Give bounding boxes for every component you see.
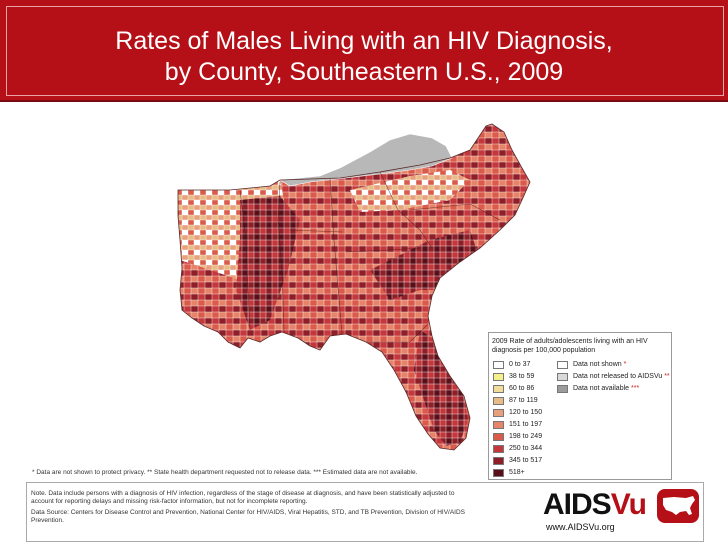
legend-label: Data not available [573,385,630,392]
legend-swatch [493,421,504,429]
legend-swatch [557,373,568,381]
brand-name-part-2: Vu [610,488,647,521]
legend-swatch [493,397,504,405]
legend-title: 2009 Rate of adults/adolescents living w… [492,337,668,355]
legend-swatch [493,385,504,393]
legend-swatch [493,433,504,441]
legend-marker: *** [631,385,640,392]
legend-swatch [493,445,504,453]
legend-marker: ** [664,373,670,380]
page-title-line-1: Rates of Males Living with an HIV Diagno… [115,27,613,55]
aidsvu-wordmark: AIDSVu [543,488,647,521]
counties-appalachian-region [350,170,470,212]
us-map-logo-icon [657,489,699,523]
asterisk-footnote: * Data are not shown to protect privacy.… [32,469,418,476]
title-banner [0,0,728,102]
legend-swatch [493,361,504,369]
note-line-2: account for reporting delays and missing… [31,498,308,505]
counties-delta-region [236,196,300,330]
legend-swatch [557,361,568,369]
legend-label: 518+ [509,469,525,476]
legend-swatch [557,385,568,393]
kentucky-not-released-region [279,133,453,187]
counties-florida-region [414,330,468,446]
legend-label: 38 to 59 [509,373,535,380]
legend-label: 0 to 37 [509,361,531,368]
legend-label: 60 to 86 [509,385,535,392]
footer-box: Note. Data include persons with a diagno… [26,482,704,542]
title-banner-border [6,6,724,96]
legend-label: Data not shown [573,361,622,368]
legend-marker: * [623,361,627,368]
legend-label: 87 to 119 [509,397,538,404]
region-outline [177,123,531,451]
legend-label: Data not released to AIDSVu [573,373,663,380]
legend-title-line-1: 2009 Rate of adults/adolescents living w… [492,338,648,345]
legend-swatch [493,457,504,465]
note-line-1: Note. Data include persons with a diagno… [31,490,455,497]
state-borders [239,171,501,343]
page-title: Rates of Males Living with an HIV Diagno… [0,26,728,88]
legend-label: 250 to 344 [509,445,543,452]
page-title-line-2: by County, Southeastern U.S., 2009 [164,58,564,86]
legend-label: 198 to 249 [509,433,543,440]
legend-swatch [493,409,504,417]
legend-label: 345 to 517 [509,457,543,464]
legend-swatch [493,373,504,381]
legend-title-line-2: diagnosis per 100,000 population [492,347,596,354]
legend-swatch [493,469,504,477]
legend-label: 151 to 197 [509,421,543,428]
source-line-1: Data Source: Centers for Disease Control… [31,509,466,516]
legend-label: 120 to 150 [509,409,543,416]
map-legend: 2009 Rate of adults/adolescents living w… [488,332,672,480]
brand-url[interactable]: www.AIDSVu.org [546,522,615,532]
brand-name-part-1: AIDS [543,488,612,521]
source-line-2: Prevention. [31,517,64,524]
choropleth-map [177,123,531,451]
